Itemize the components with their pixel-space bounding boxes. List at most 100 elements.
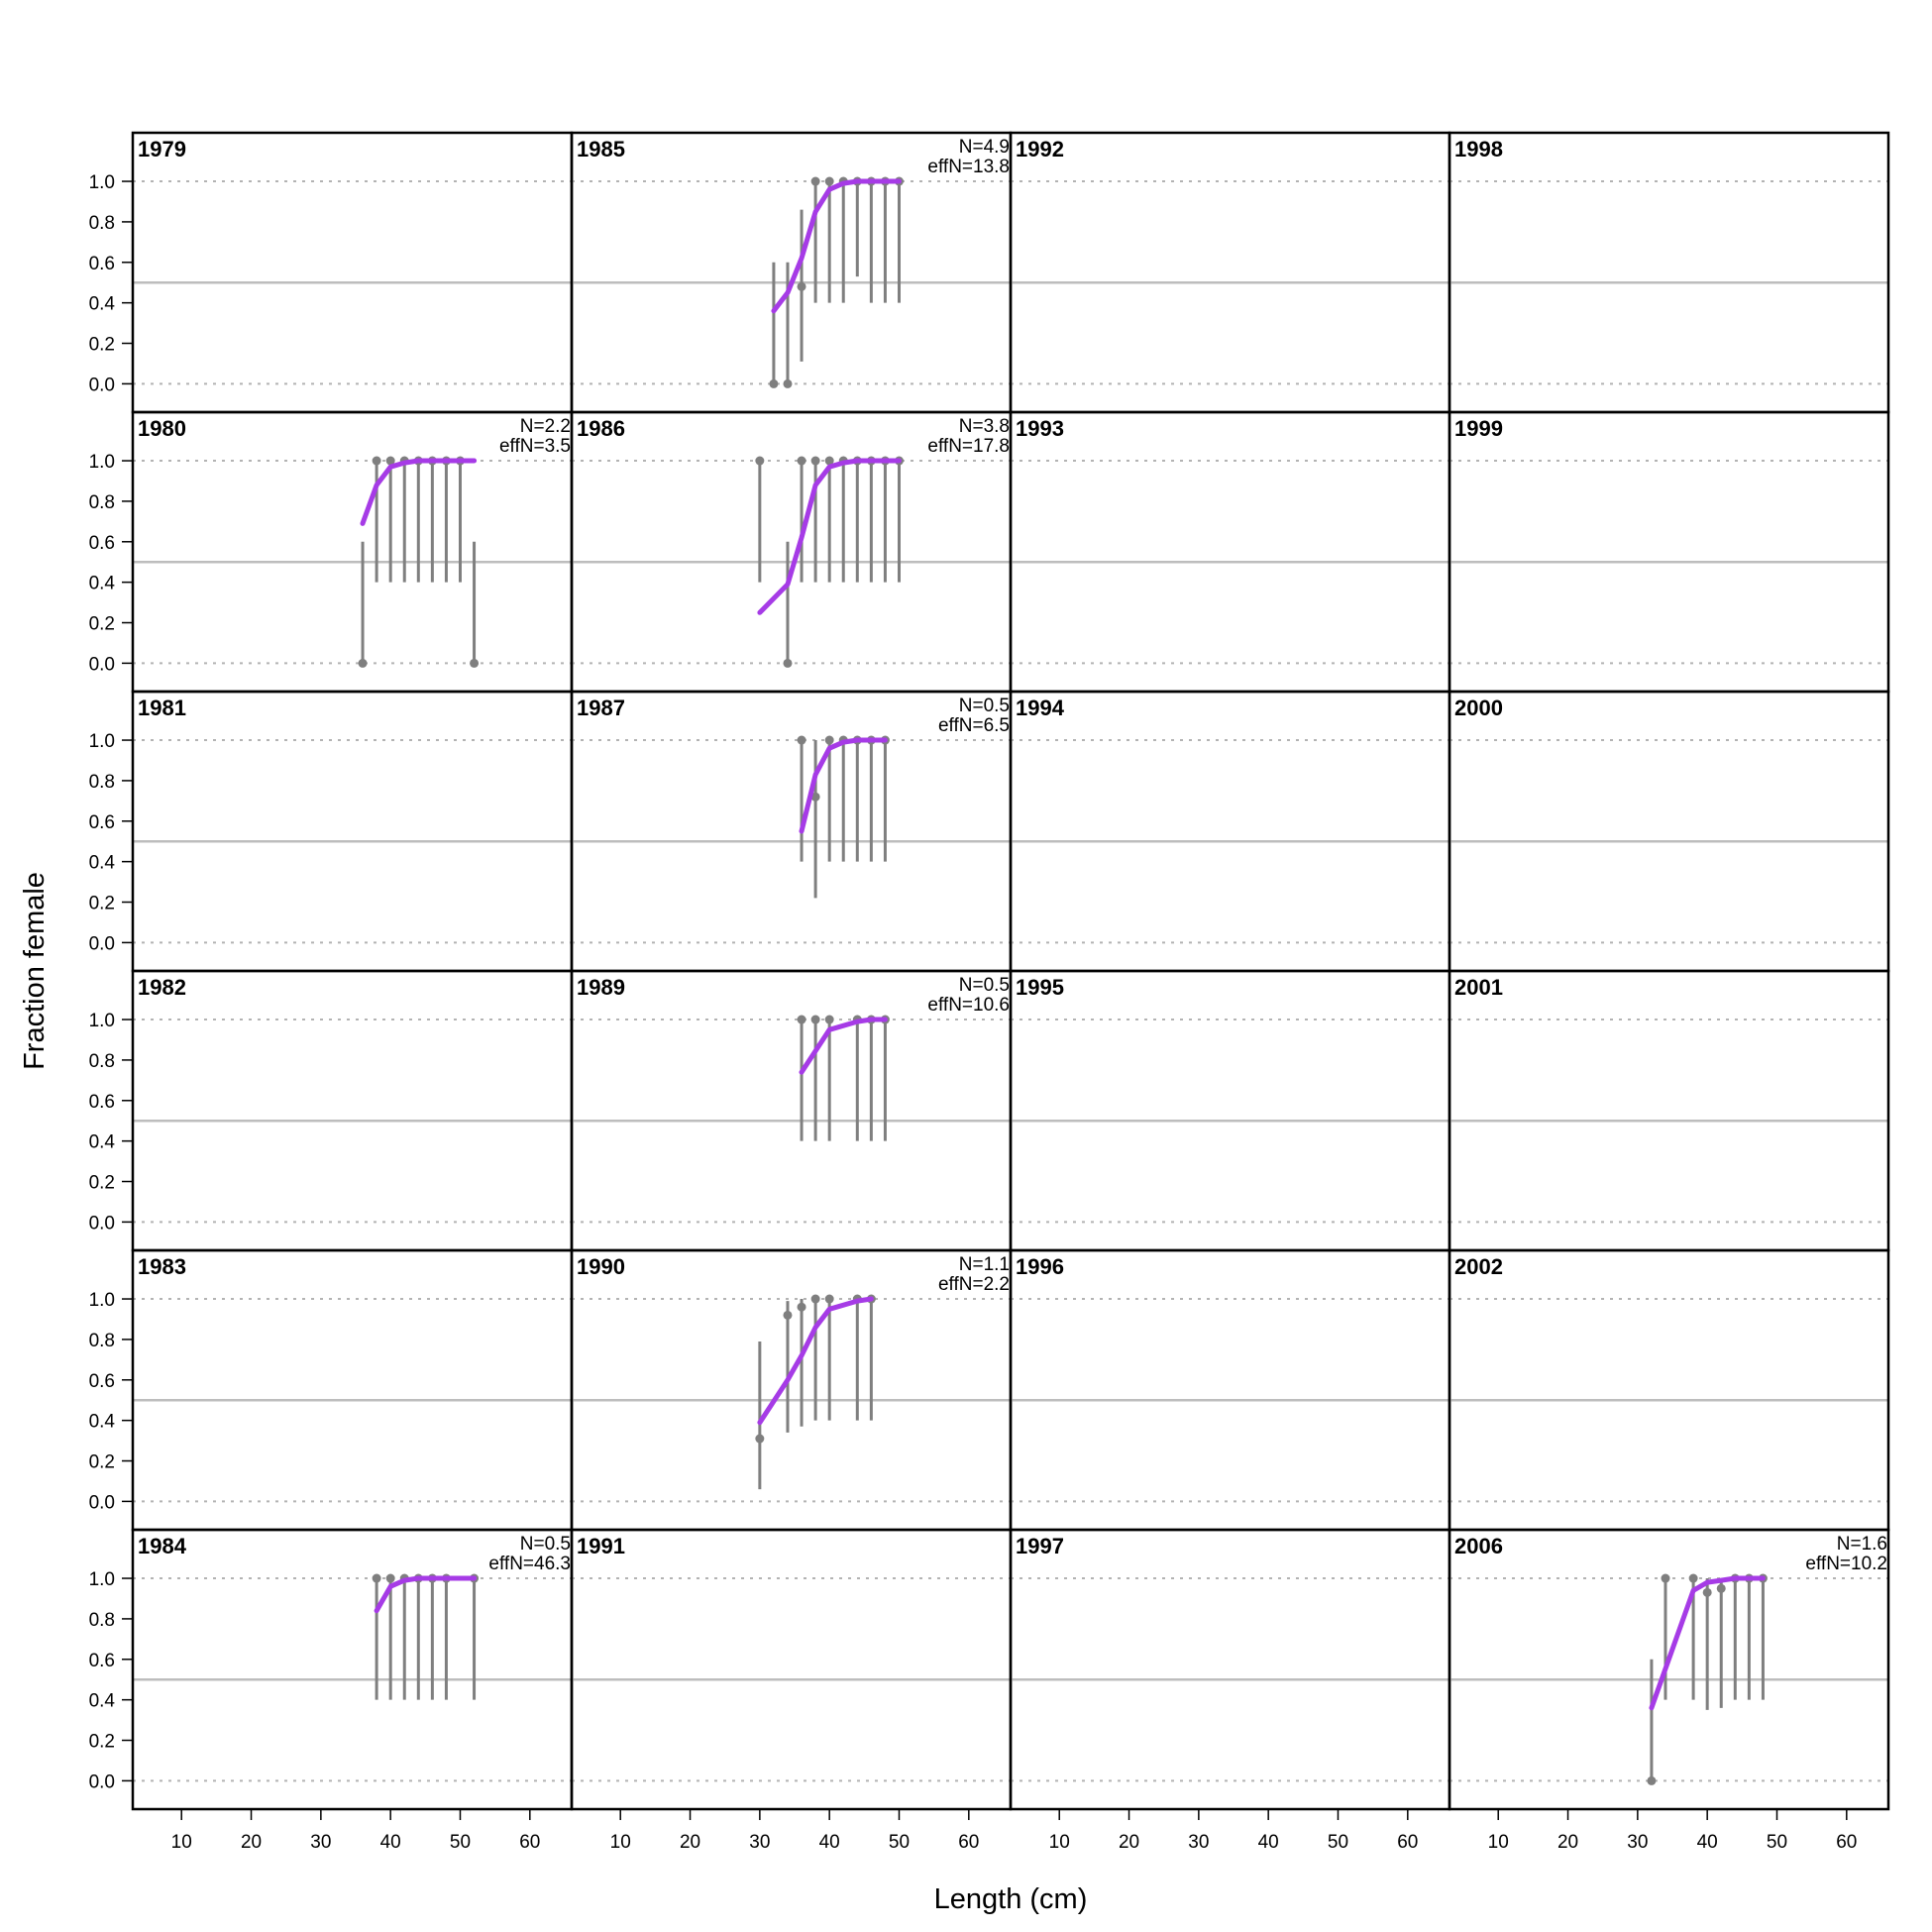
panel-year-label: 1984 <box>138 1534 187 1558</box>
x-tick-label: 30 <box>749 1832 770 1853</box>
panel-1995: 1995 <box>1009 969 1451 1252</box>
x-tick-label: 20 <box>1557 1832 1578 1853</box>
y-tick-label: 1.0 <box>89 1290 115 1311</box>
x-axis-title: Length (cm) <box>934 1883 1088 1915</box>
observed-point <box>824 735 834 745</box>
panel-year-label: 1983 <box>138 1254 186 1279</box>
panel-plot-area <box>1449 180 1888 385</box>
y-tick-label: 0.4 <box>89 294 116 315</box>
panel-n-label: N=3.8 <box>959 416 1010 437</box>
panel-plot-area <box>133 1019 572 1224</box>
panel-frame <box>1009 1248 1451 1532</box>
y-tick-label: 0.2 <box>89 614 115 635</box>
panel-frame <box>1448 1248 1890 1532</box>
observed-point <box>810 1015 820 1024</box>
panel-plot-area <box>1449 1573 1888 1785</box>
y-tick-label: 0.2 <box>89 335 115 356</box>
observed-point <box>470 658 480 668</box>
panel-year-label: 1990 <box>577 1254 625 1279</box>
observed-point <box>1702 1587 1712 1597</box>
panel-year-label: 1993 <box>1016 416 1064 441</box>
observed-point <box>810 792 820 802</box>
x-tick-label: 40 <box>380 1832 401 1853</box>
expected-line <box>771 178 902 314</box>
observed-point <box>797 281 806 291</box>
x-tick-label: 30 <box>1627 1832 1648 1853</box>
panel-plot-area <box>1011 180 1449 385</box>
panel-plot-area <box>1449 460 1888 665</box>
x-tick-label: 10 <box>171 1832 192 1853</box>
panel-frame <box>131 969 574 1252</box>
panel-1991: 1991 <box>570 1528 1013 1811</box>
panel-frame <box>1448 1528 1890 1811</box>
y-tick-label: 0.8 <box>89 772 115 793</box>
x-tick-label: 20 <box>241 1832 262 1853</box>
y-tick-label: 0.0 <box>89 654 115 675</box>
panel-year-label: 2000 <box>1454 696 1503 720</box>
panel-1993: 1993 <box>1009 410 1451 694</box>
observed-point <box>797 1015 806 1024</box>
panel-plot-area <box>1011 1298 1449 1503</box>
panel-plot-area <box>572 1015 1011 1224</box>
y-tick-label: 0.0 <box>89 933 115 954</box>
panel-plot-area <box>1449 1298 1888 1503</box>
observed-point <box>783 378 793 388</box>
panel-n-label: N=2.2 <box>520 416 571 437</box>
panel-plot-area <box>1011 1577 1449 1782</box>
panel-frame <box>1009 131 1451 414</box>
expected-line <box>757 1296 874 1426</box>
axes-layer: 0.0 0.2 0.4 0.6 0.8 1.0 0.0 0.2 0.4 0.6 0.8 1.0 0.0 0… <box>89 172 1858 1853</box>
panel-year-label: 2002 <box>1454 1254 1503 1279</box>
y-tick-label: 0.0 <box>89 1213 115 1234</box>
y-tick-label: 0.2 <box>89 894 115 914</box>
panel-frame <box>1009 1528 1451 1811</box>
y-tick-label: 0.6 <box>89 533 115 554</box>
expected-line <box>757 458 902 615</box>
panel-year-label: 1996 <box>1016 1254 1064 1279</box>
y-tick-label: 1.0 <box>89 731 115 752</box>
panel-year-label: 2001 <box>1454 975 1503 1000</box>
observed-point <box>810 456 820 466</box>
x-tick-label: 60 <box>958 1832 979 1853</box>
panel-year-label: 1980 <box>138 416 186 441</box>
panel-frame <box>1448 410 1890 694</box>
panel-frame <box>1009 410 1451 694</box>
y-tick-label: 0.8 <box>89 213 115 234</box>
panel-1999: 1999 <box>1448 410 1890 694</box>
panel-effn-label: effN=17.8 <box>927 436 1010 457</box>
x-tick-label: 10 <box>610 1832 631 1853</box>
panel-frame <box>1448 969 1890 1252</box>
panel-year-label: 1999 <box>1454 416 1503 441</box>
panel-plot-area <box>572 176 1011 388</box>
y-tick-label: 0.8 <box>89 492 115 513</box>
observed-point <box>769 378 779 388</box>
y-tick-label: 0.4 <box>89 853 116 874</box>
panel-year-label: 1991 <box>577 1534 625 1558</box>
panel-n-label: N=0.5 <box>959 975 1010 996</box>
panel-plot-area <box>1449 1019 1888 1224</box>
y-tick-label: 0.6 <box>89 1651 115 1671</box>
observed-point <box>810 1294 820 1304</box>
observed-point <box>385 456 395 466</box>
panel-frame <box>131 1248 574 1532</box>
y-tick-label: 0.2 <box>89 1732 115 1753</box>
panel-plot-area <box>133 180 572 385</box>
y-tick-label: 1.0 <box>89 452 115 473</box>
panel-year-label: 1995 <box>1016 975 1064 1000</box>
panel-year-label: 1982 <box>138 975 186 1000</box>
observed-point <box>783 658 793 668</box>
panel-year-label: 1986 <box>577 416 625 441</box>
panel-plot-area <box>572 456 1011 668</box>
panel-frame <box>1009 690 1451 973</box>
expected-line <box>360 458 478 526</box>
observed-point <box>824 176 834 186</box>
panel-2002: 2002 <box>1448 1248 1890 1532</box>
observed-point <box>755 1434 765 1444</box>
panel-n-label: N=0.5 <box>520 1534 571 1555</box>
panel-plot-area <box>133 1573 572 1782</box>
y-tick-label: 0.6 <box>89 812 115 833</box>
observed-point <box>372 456 381 466</box>
x-tick-label: 50 <box>889 1832 910 1853</box>
